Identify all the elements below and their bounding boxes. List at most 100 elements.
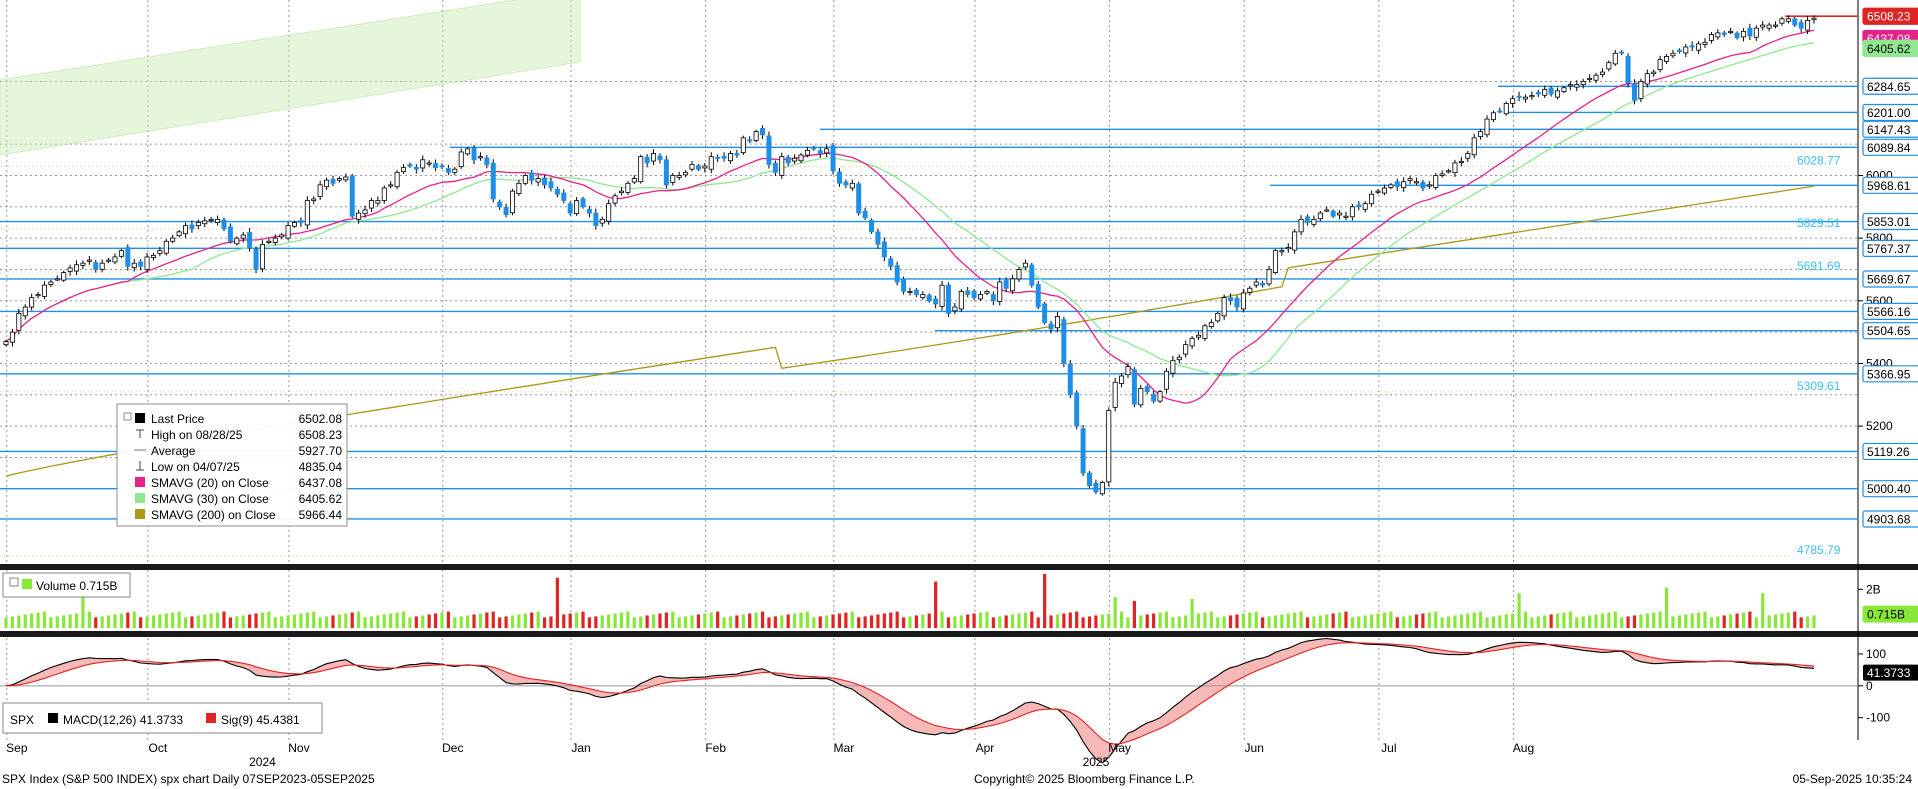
macd-panel: 100 0 -100 41.3733 SPX MACD(12,26) 41.3733 Sig… <box>0 637 1918 764</box>
volume-bar <box>1754 617 1758 628</box>
candle-body <box>1676 49 1682 53</box>
price-legend[interactable]: Last Price 6502.08 High on 08/28/25 6508.23… <box>116 403 348 527</box>
candle-body <box>1189 337 1195 347</box>
candle-body <box>920 294 926 299</box>
candle-body <box>381 187 387 201</box>
level-label: 5366.95 <box>1867 367 1911 381</box>
candle-body <box>330 179 336 184</box>
legend-swatch <box>135 509 145 519</box>
volume-bar <box>190 616 194 628</box>
month-label: Jun <box>1245 741 1264 755</box>
volume-bar <box>324 616 329 628</box>
volume-bar <box>619 612 624 628</box>
trend-channel <box>0 0 581 156</box>
legend-row-label: Average <box>151 444 196 458</box>
volume-bar <box>1357 616 1361 628</box>
candle-body <box>247 232 253 248</box>
volume-bar <box>1113 597 1117 628</box>
candle-body <box>990 294 996 302</box>
candle-body <box>22 306 28 317</box>
vol-last-label: 0.715B <box>1867 608 1905 622</box>
candle-body <box>651 153 657 162</box>
candle-body <box>1465 153 1471 159</box>
candle-body <box>1689 45 1695 48</box>
volume-bar <box>760 611 765 628</box>
candle-body <box>1670 52 1676 57</box>
volume-bar <box>1145 614 1149 628</box>
candle-body <box>881 241 887 258</box>
candle-body <box>9 331 15 343</box>
candle-body <box>1394 181 1400 187</box>
candle-body <box>933 298 939 305</box>
volume-bar <box>613 613 617 628</box>
candle-body <box>1035 284 1041 308</box>
candle-body <box>798 154 804 162</box>
candle-body <box>1343 215 1349 218</box>
legend-row-value: 6508.23 <box>299 428 343 442</box>
volume-bar <box>1543 615 1547 628</box>
candle-body <box>1048 323 1054 330</box>
volume-bar <box>106 615 111 628</box>
level-label-box <box>1862 39 1918 57</box>
candle-body <box>939 284 945 307</box>
candle-body <box>1651 71 1657 75</box>
volume-bar <box>587 617 592 628</box>
candle-body <box>1747 27 1753 37</box>
candle-body <box>535 178 541 183</box>
level-label: 6201.00 <box>1867 106 1911 120</box>
volume-bar <box>709 612 713 628</box>
macd-legend-ticker: SPX <box>10 713 34 727</box>
volume-bar <box>671 611 675 628</box>
candle-body <box>542 177 548 186</box>
volume-bar <box>421 615 425 628</box>
volume-bar <box>1812 615 1816 628</box>
candle-body <box>945 284 951 314</box>
candle-body <box>490 162 496 200</box>
volume-bar <box>1805 616 1810 628</box>
candle-body <box>1119 375 1125 384</box>
volume-bar <box>113 614 117 628</box>
candle-body <box>1151 393 1157 402</box>
volume-bar <box>722 617 726 628</box>
level-label: 4903.68 <box>1867 512 1911 526</box>
volume-bar <box>1222 616 1226 628</box>
candle-body <box>1593 74 1599 81</box>
volume-bar <box>94 617 98 628</box>
volume-bar <box>1684 614 1688 628</box>
candle-body <box>978 294 984 300</box>
level-label-box <box>1862 138 1918 156</box>
vol-legend-collapse-icon <box>9 577 19 587</box>
candle-body <box>368 200 374 209</box>
candle-body <box>792 157 798 162</box>
volume-bar <box>1280 614 1284 628</box>
candle-body <box>586 208 592 214</box>
candle-body <box>1381 187 1387 194</box>
candle-body <box>1555 90 1561 98</box>
volume-bar <box>536 611 540 628</box>
volume-bar <box>651 614 656 628</box>
volume-bar <box>305 612 309 628</box>
volume-bar <box>696 614 701 628</box>
level-label-box <box>1862 302 1918 321</box>
candle-body <box>189 224 195 230</box>
candle-body <box>1798 22 1804 29</box>
volume-bar <box>414 616 418 628</box>
volume-bar <box>748 613 752 628</box>
candle-body <box>1215 312 1221 322</box>
volume-bar <box>594 616 598 628</box>
candle-body <box>195 222 201 226</box>
candle-body <box>695 165 701 170</box>
candle-body <box>1010 278 1016 292</box>
candle-body <box>580 198 586 208</box>
volume-bar <box>408 617 412 628</box>
year-label: 2024 <box>249 755 276 769</box>
volume-bar <box>1722 615 1726 628</box>
volume-bar <box>273 617 277 628</box>
volume-bar <box>1190 599 1194 628</box>
volume-bar <box>427 614 431 628</box>
volume-bar <box>100 616 104 628</box>
candle-body <box>131 262 137 268</box>
candle-body <box>894 265 900 283</box>
candle-body <box>1625 56 1631 84</box>
